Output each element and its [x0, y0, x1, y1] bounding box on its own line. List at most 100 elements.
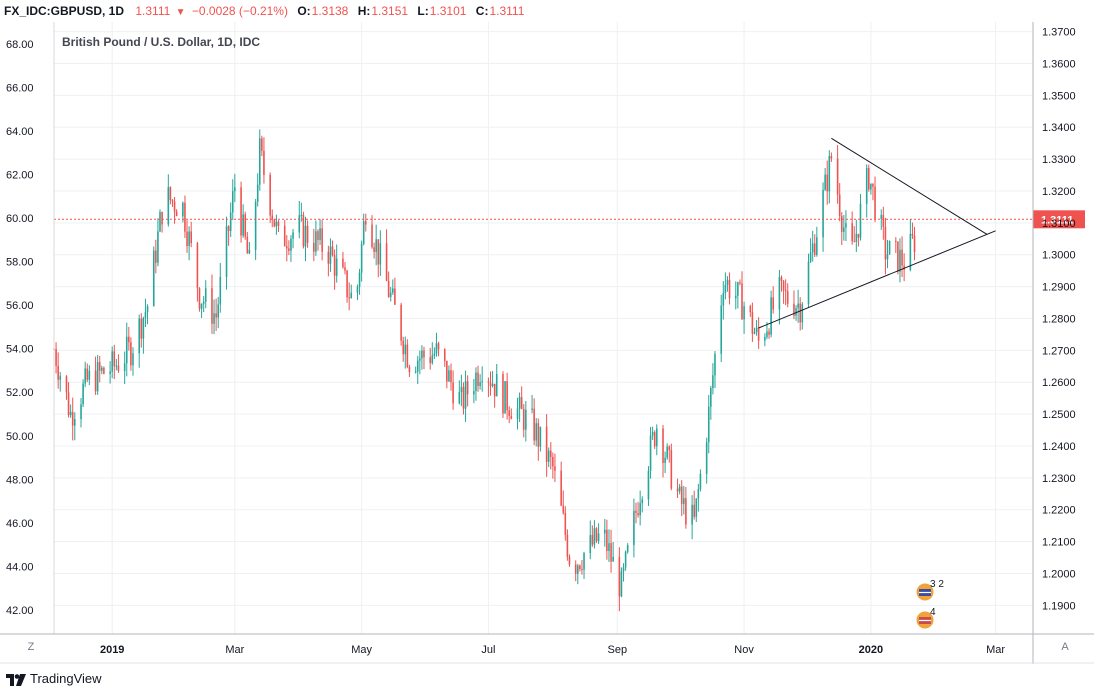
candle	[69, 404, 72, 418]
candle	[545, 414, 548, 477]
brand-name: TradingView	[30, 671, 102, 686]
candle	[552, 452, 554, 479]
candle	[414, 366, 417, 374]
right-axis-tick: 1.2600	[1042, 377, 1076, 389]
candle	[65, 375, 68, 400]
price-chart[interactable]: 1.3111 1.1900 1.2000 1.2100 1.2200 1.2300 1.2…	[0, 22, 1094, 664]
candle	[290, 235, 292, 262]
candle	[479, 374, 481, 390]
right-axis-tick: 1.1900	[1042, 600, 1076, 612]
us-flag-icon[interactable]	[915, 610, 935, 630]
zoom-button[interactable]: Z	[27, 641, 35, 653]
left-axis-tick: 60.00	[6, 213, 34, 225]
left-axis-tick: 52.00	[6, 387, 34, 399]
candle	[364, 213, 367, 232]
candle	[840, 212, 843, 246]
right-axis-tick: 1.2400	[1042, 441, 1076, 453]
x-axis-tick: 2020	[859, 644, 883, 656]
current-price-label: 1.3111	[1041, 214, 1073, 226]
candle	[271, 209, 274, 228]
candle	[884, 217, 887, 275]
candle	[581, 560, 583, 575]
left-axis-tick: 54.00	[6, 344, 34, 356]
candle	[610, 529, 612, 573]
candle	[473, 378, 475, 404]
trendlines[interactable]	[758, 137, 996, 329]
candle	[389, 287, 392, 302]
candle	[691, 495, 693, 540]
candle	[809, 238, 812, 263]
grid	[54, 22, 1033, 634]
auto-scale-button[interactable]: A	[1061, 641, 1069, 653]
economic-events[interactable]: 3 2 4	[915, 579, 944, 630]
candle	[568, 554, 571, 567]
candle	[566, 529, 569, 561]
candle	[288, 240, 290, 256]
candle	[822, 182, 824, 252]
candle	[248, 242, 251, 254]
candle	[184, 195, 186, 238]
price-change: −0.0028 (−0.21%)	[191, 4, 288, 18]
candle	[624, 550, 627, 571]
candle	[88, 365, 91, 386]
candle	[620, 567, 623, 598]
x-axis-tick: Jul	[481, 644, 495, 656]
candle	[196, 241, 199, 302]
uk-flag-icon[interactable]	[915, 582, 935, 602]
candle	[379, 230, 382, 276]
candle	[342, 251, 344, 269]
candle	[549, 442, 552, 470]
candle	[227, 225, 230, 246]
candle	[741, 271, 743, 320]
candle	[487, 377, 490, 397]
candle	[319, 219, 321, 246]
candle	[408, 364, 411, 378]
symbol-name[interactable]: FX_IDC:GBPUSD, 1D	[4, 4, 125, 18]
left-axis-tick: 62.00	[6, 169, 34, 181]
candle	[845, 210, 847, 242]
candle	[755, 320, 758, 336]
candle	[362, 213, 365, 246]
candle	[161, 211, 163, 233]
candle	[464, 370, 467, 422]
tradingview-logo[interactable]: TradingView	[6, 671, 102, 687]
x-axis-tick: Nov	[734, 644, 754, 656]
candle	[639, 490, 641, 526]
candle	[560, 461, 562, 507]
candle	[612, 541, 614, 562]
candle	[579, 564, 581, 572]
candle	[591, 525, 594, 547]
candle	[737, 281, 739, 309]
candle	[275, 214, 278, 235]
candle	[678, 483, 681, 495]
candle	[531, 394, 533, 414]
candle	[57, 352, 59, 389]
trendline[interactable]	[831, 137, 988, 236]
candle	[793, 290, 795, 320]
candle	[626, 543, 629, 554]
candle	[285, 235, 288, 262]
candle	[82, 379, 84, 408]
candle	[450, 363, 452, 391]
candle	[685, 487, 687, 529]
candle	[356, 284, 359, 301]
candle	[522, 404, 525, 438]
candle	[537, 418, 540, 461]
candle	[373, 242, 375, 259]
left-axis-tick: 56.00	[6, 300, 34, 312]
candle	[710, 386, 712, 420]
candle	[816, 226, 818, 257]
left-axis-tick: 46.00	[6, 518, 34, 530]
candle	[458, 380, 461, 405]
candle	[874, 176, 876, 222]
candle	[400, 302, 402, 346]
trendline[interactable]	[758, 230, 996, 329]
candle	[857, 233, 860, 247]
candle	[604, 518, 606, 547]
candle	[242, 204, 244, 238]
event-label: 3 2	[930, 579, 944, 590]
candle	[668, 445, 671, 463]
candle	[202, 296, 205, 313]
right-axis-tick: 1.3200	[1042, 186, 1076, 198]
candle	[159, 209, 161, 233]
